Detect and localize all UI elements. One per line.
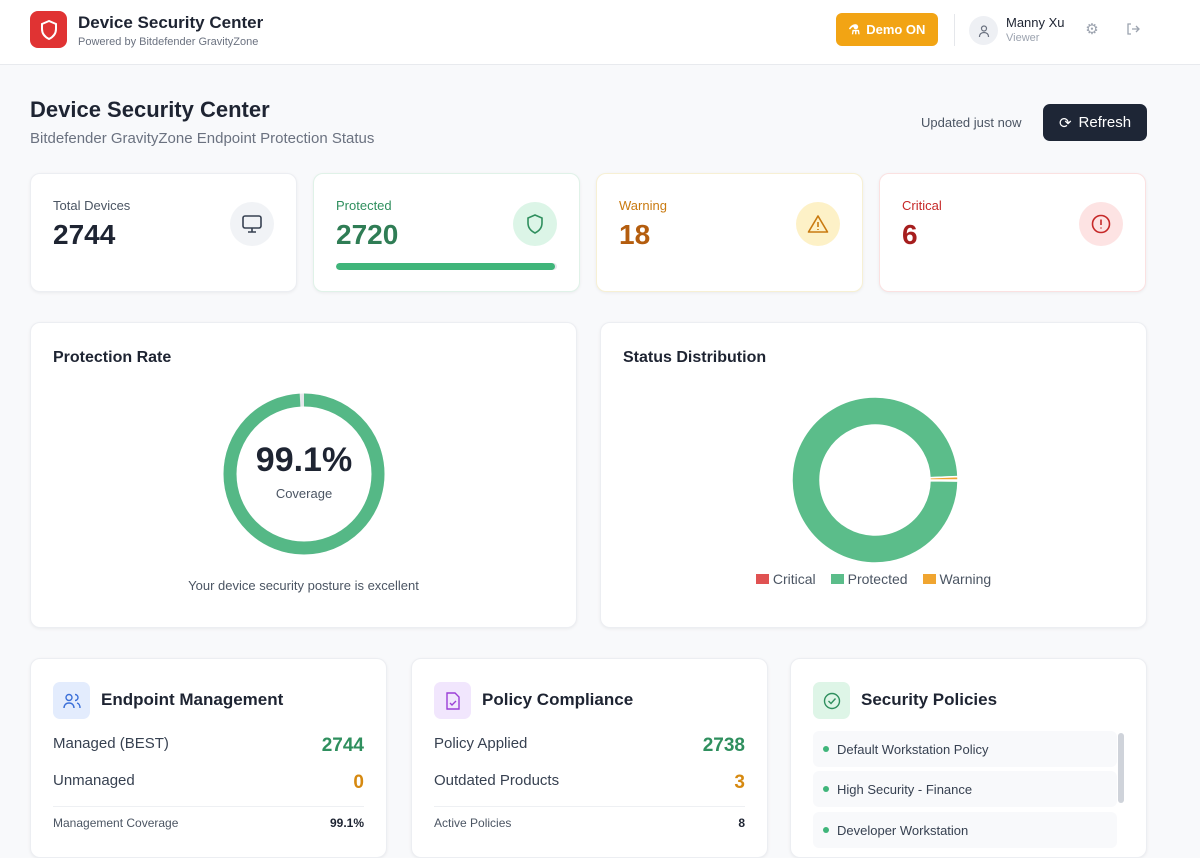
policy-item[interactable]: Developer Workstation xyxy=(813,812,1117,848)
users-icon xyxy=(53,682,90,719)
shield-logo-icon xyxy=(30,11,67,48)
metric-row: Outdated Products 3 xyxy=(434,772,745,793)
metric-row: Management Coverage 99.1% xyxy=(53,816,364,830)
stat-value: 6 xyxy=(902,219,918,250)
app-subtitle: Powered by Bitdefender GravityZone xyxy=(78,36,259,48)
page-title: Device Security Center xyxy=(30,97,270,122)
refresh-button[interactable]: ⟳ Refresh xyxy=(1043,104,1147,141)
status-dot xyxy=(823,746,829,752)
stat-label: Warning xyxy=(619,198,667,213)
user-role: Viewer xyxy=(1006,32,1040,44)
legend-item-warning[interactable]: Warning xyxy=(922,571,991,587)
policy-item[interactable]: High Security - Finance xyxy=(813,771,1117,807)
refresh-label: Refresh xyxy=(1078,114,1132,131)
donut-slice-protected[interactable] xyxy=(791,396,959,564)
user-name: Manny Xu xyxy=(1006,15,1065,30)
flask-icon: ⚗ xyxy=(848,21,861,37)
status-distribution-panel: Status Distribution Critical Protected W… xyxy=(600,322,1147,628)
protected-progress-bar xyxy=(336,263,557,270)
posture-note: Your device security posture is excellen… xyxy=(188,578,419,593)
coverage-caption: Coverage xyxy=(275,486,333,501)
divider xyxy=(954,14,955,46)
file-check-icon xyxy=(434,682,471,719)
status-dot xyxy=(823,786,829,792)
progress-fill xyxy=(336,263,555,270)
stat-value: 18 xyxy=(619,219,651,250)
coverage-ring xyxy=(223,393,385,555)
stat-label: Protected xyxy=(336,198,392,213)
alert-circle-icon xyxy=(1079,202,1123,246)
monitor-icon xyxy=(230,202,274,246)
stat-card-warning: Warning 18 xyxy=(596,173,863,292)
divider xyxy=(53,806,364,807)
metric-row: Policy Applied 2738 xyxy=(434,735,745,756)
stat-label: Total Devices xyxy=(53,198,131,213)
status-dot xyxy=(823,827,829,833)
endpoint-management-card: Endpoint Management Managed (BEST) 2744 U… xyxy=(30,658,387,858)
updated-status: Updated just now xyxy=(921,115,1022,130)
logout-icon[interactable] xyxy=(1125,21,1141,37)
warning-triangle-icon xyxy=(796,202,840,246)
stat-card-critical: Critical 6 xyxy=(879,173,1146,292)
policy-compliance-card: Policy Compliance Policy Applied 2738 Out… xyxy=(411,658,768,858)
panel-title: Status Distribution xyxy=(623,349,767,366)
divider xyxy=(434,806,745,807)
security-policies-card: Security Policies Default Workstation Po… xyxy=(790,658,1147,858)
top-header: Device Security Center Powered by Bitdef… xyxy=(0,0,1200,65)
user-avatar-icon[interactable] xyxy=(969,16,998,45)
card-title: Endpoint Management xyxy=(101,690,284,709)
gear-icon[interactable]: ⚙ xyxy=(1085,21,1099,38)
panel-title: Protection Rate xyxy=(53,349,172,366)
refresh-icon: ⟳ xyxy=(1058,114,1072,132)
check-circle-icon xyxy=(813,682,850,719)
metric-row: Unmanaged 0 xyxy=(53,772,364,793)
metric-row: Managed (BEST) 2744 xyxy=(53,735,364,756)
card-title: Security Policies xyxy=(861,690,998,709)
stat-card-protected: Protected 2720 xyxy=(313,173,580,292)
policy-item[interactable]: Default Workstation Policy xyxy=(813,731,1117,767)
chart-legend: Critical Protected Warning xyxy=(601,571,1146,587)
app-title: Device Security Center xyxy=(78,13,264,32)
legend-item-protected[interactable]: Protected xyxy=(830,571,908,587)
coverage-value: 99.1% xyxy=(255,441,353,479)
card-title: Policy Compliance xyxy=(482,690,634,709)
demo-toggle-button[interactable]: ⚗ Demo ON xyxy=(836,13,938,46)
protection-rate-panel: Protection Rate 99.1% Coverage Your devi… xyxy=(30,322,577,628)
donut-slice-warning[interactable] xyxy=(929,475,959,481)
legend-item-critical[interactable]: Critical xyxy=(755,571,816,587)
coverage-ring-fill xyxy=(223,393,385,555)
page-subtitle: Bitdefender GravityZone Endpoint Protect… xyxy=(30,130,375,147)
status-donut-chart xyxy=(791,396,959,564)
stat-label: Critical xyxy=(902,198,942,213)
stat-value: 2744 xyxy=(53,219,116,250)
shield-icon xyxy=(513,202,557,246)
stat-value: 2720 xyxy=(336,219,399,250)
policy-list-scrollbar[interactable] xyxy=(1118,733,1124,803)
metric-row: Active Policies 8 xyxy=(434,816,745,830)
demo-label: Demo ON xyxy=(866,22,926,37)
stat-card-total: Total Devices 2744 xyxy=(30,173,297,292)
